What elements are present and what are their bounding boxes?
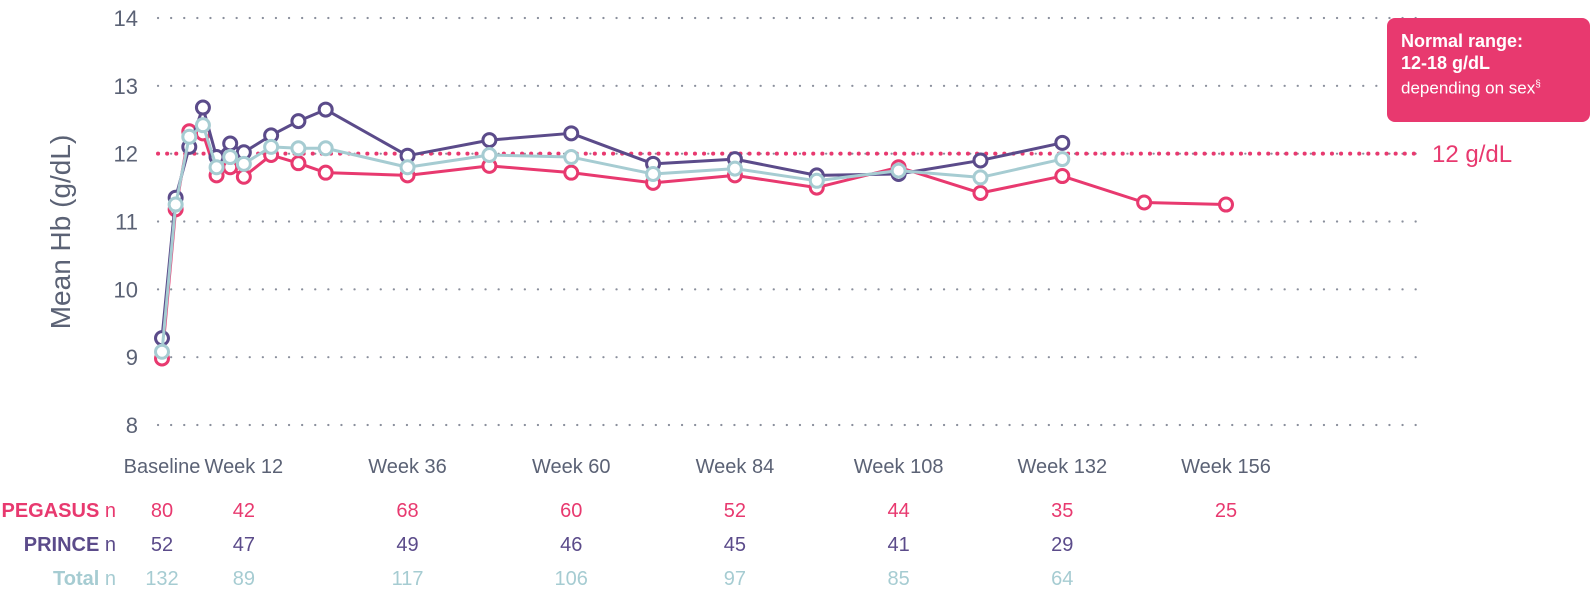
callout-footnote-mark: §	[1535, 79, 1541, 90]
y-tick-label: 8	[126, 413, 138, 438]
callout-line3: depending on sex§	[1401, 74, 1580, 100]
callout-line2: 12-18 g/dL	[1401, 53, 1491, 73]
data-point	[222, 149, 239, 166]
data-point	[290, 113, 307, 130]
n-row-label-pegasus: PEGASUS n	[2, 500, 117, 522]
n-row-name: PEGASUS	[2, 500, 100, 522]
n-value: 85	[887, 568, 909, 590]
n-table: PEGASUS n 80 42 68 60 52 44 35 25 PRINCE n 52 47 49 4…	[2, 500, 1238, 590]
callout-line1: Normal range:	[1401, 31, 1524, 51]
data-point	[290, 155, 307, 172]
data-point	[645, 166, 662, 183]
data-point	[290, 140, 307, 157]
y-tick-label: 11	[115, 210, 138, 235]
n-row-unit: n	[99, 534, 116, 556]
n-value: 42	[233, 500, 255, 522]
data-point	[317, 164, 334, 181]
n-value: 68	[396, 500, 418, 522]
n-value: 89	[233, 568, 255, 590]
data-point	[972, 169, 989, 186]
n-value: 45	[724, 534, 746, 556]
n-value: 52	[724, 500, 746, 522]
data-point	[317, 101, 334, 118]
data-point	[167, 196, 184, 213]
n-row-name: PRINCE	[24, 534, 100, 556]
y-tick-label: 13	[114, 74, 138, 99]
callout-line3-text: depending on sex	[1401, 78, 1536, 98]
n-row-label-total: Total n	[53, 568, 116, 590]
reference-line-group: 12 g/dL	[156, 141, 1512, 168]
data-point	[1054, 151, 1071, 168]
n-value: 44	[887, 500, 909, 522]
n-value: 106	[555, 568, 588, 590]
data-point	[194, 117, 211, 134]
x-tick-label: Week 108	[854, 456, 944, 478]
data-point	[154, 343, 170, 360]
n-value: 47	[233, 534, 255, 556]
n-row-name: Total	[53, 568, 99, 590]
n-value: 60	[560, 500, 582, 522]
n-value: 117	[392, 568, 424, 590]
x-tick-label: Week 132	[1017, 456, 1107, 478]
n-value: 97	[724, 568, 746, 590]
normal-range-callout: Normal range: 12-18 g/dL depending on se…	[1387, 18, 1590, 122]
data-point	[808, 172, 825, 189]
data-point	[1218, 196, 1234, 213]
n-value: 29	[1051, 534, 1073, 556]
n-value: 41	[887, 534, 909, 556]
n-value: 64	[1051, 568, 1073, 590]
n-value: 25	[1215, 500, 1237, 522]
n-value: 132	[145, 568, 178, 590]
n-row-unit: n	[99, 500, 116, 522]
n-value: 46	[560, 534, 582, 556]
series-prince	[154, 99, 1071, 347]
x-tick-label: Week 60	[532, 456, 611, 478]
data-point	[972, 185, 989, 202]
data-point	[263, 138, 280, 155]
data-point	[1054, 134, 1071, 151]
data-point	[1054, 168, 1071, 185]
data-point	[563, 164, 580, 181]
reference-line-label: 12 g/dL	[1432, 141, 1512, 168]
grid-lines	[156, 16, 1427, 427]
x-tick-label: Week 36	[368, 456, 447, 478]
y-tick-label: 9	[126, 345, 138, 370]
data-point	[317, 140, 334, 157]
n-row-unit: n	[99, 568, 116, 590]
data-point	[181, 128, 198, 145]
series-lines	[154, 99, 1234, 367]
data-point	[399, 159, 416, 176]
y-tick-label: 12	[114, 142, 138, 167]
data-point	[481, 147, 498, 164]
y-tick-label: 14	[114, 6, 138, 31]
n-row-label-prince: PRINCE n	[24, 534, 116, 556]
data-point	[222, 135, 239, 152]
data-point	[890, 162, 907, 179]
data-point	[208, 159, 225, 176]
y-tick-label: 10	[114, 277, 138, 302]
x-tick-label: Week 156	[1181, 456, 1271, 478]
data-point	[563, 149, 580, 166]
data-point	[481, 132, 498, 149]
data-point	[194, 99, 211, 116]
n-value: 52	[151, 534, 173, 556]
data-point	[235, 168, 252, 185]
data-point	[726, 160, 743, 177]
y-axis-label: Mean Hb (g/dL)	[45, 135, 76, 330]
x-tick-label: Week 84	[696, 456, 775, 478]
series-total	[154, 117, 1071, 360]
data-point	[235, 155, 252, 172]
x-tick-label: Week 12	[205, 456, 284, 478]
data-point	[563, 125, 580, 142]
n-value: 80	[151, 500, 173, 522]
x-tick-label: Baseline	[124, 456, 201, 478]
n-value: 49	[396, 534, 418, 556]
data-point	[972, 152, 989, 169]
data-point	[1136, 194, 1153, 211]
n-value: 35	[1051, 500, 1073, 522]
